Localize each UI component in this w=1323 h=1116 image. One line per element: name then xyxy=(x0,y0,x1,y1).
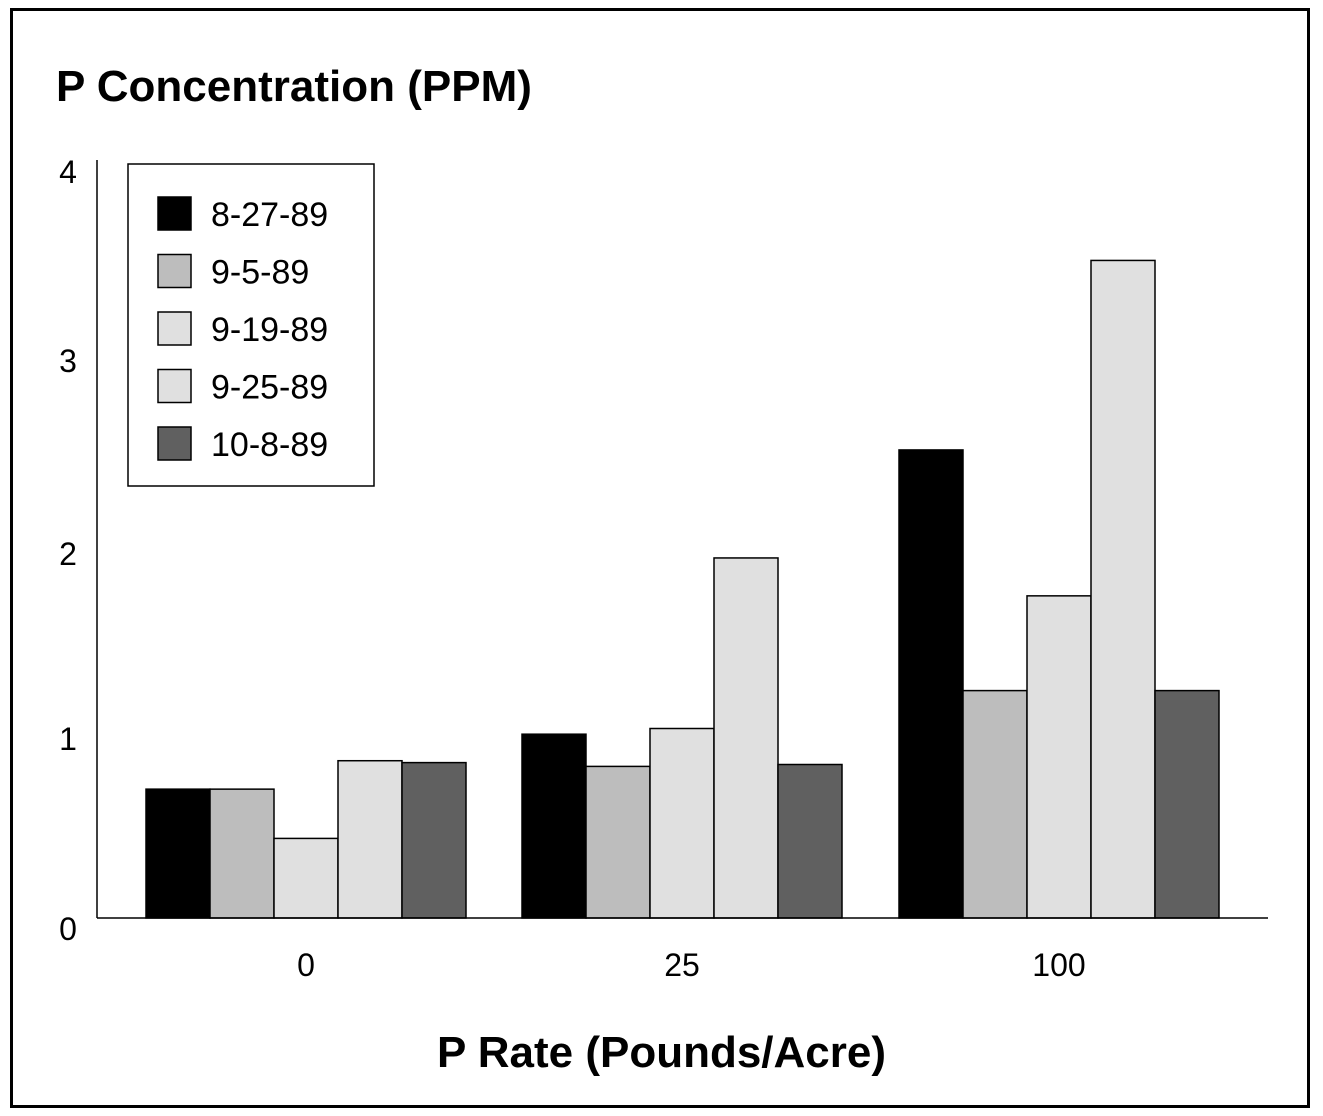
bar-9-19-89-0 xyxy=(273,837,339,919)
legend-group: 8-27-89 9-5-89 9-19-89 9-25-89 10-8-89 xyxy=(127,163,375,487)
legend-swatch xyxy=(157,253,192,289)
legend-swatch xyxy=(157,196,192,231)
bar-9-19-89-25 xyxy=(649,727,715,919)
legend-swatch xyxy=(157,311,192,346)
legend-label: 10-8-89 xyxy=(211,426,328,464)
ticks-group: 0 1 2 3 4 0 25 100 xyxy=(59,154,1086,983)
legend-label: 9-5-89 xyxy=(211,254,309,292)
bar-8-27-89-100 xyxy=(898,449,964,919)
bar-8-27-89-25 xyxy=(521,733,587,919)
bar-10-8-89-100 xyxy=(1154,689,1220,919)
bar-9-25-89-0 xyxy=(337,759,403,919)
y-tick-label: 2 xyxy=(59,536,77,572)
x-tick-label: 0 xyxy=(297,947,315,983)
bar-9-25-89-100 xyxy=(1090,259,1156,919)
x-axis-label: P Rate (Pounds/Acre) xyxy=(436,1028,887,1077)
legend-swatch xyxy=(157,368,192,404)
x-tick-label: 100 xyxy=(1032,947,1085,983)
bar-9-5-89-25 xyxy=(585,765,651,919)
bar-10-8-89-0 xyxy=(401,761,467,919)
bar-9-5-89-0 xyxy=(209,788,275,919)
axes-group xyxy=(96,160,1268,919)
bar-8-27-89-0 xyxy=(145,788,211,919)
bar-9-5-89-100 xyxy=(962,689,1028,919)
bar-10-8-89-25 xyxy=(777,763,843,919)
legend-label: 8-27-89 xyxy=(211,196,328,234)
y-tick-label: 3 xyxy=(59,343,77,379)
bars-group xyxy=(145,259,1220,919)
chart-title: P Concentration (PPM) xyxy=(56,62,532,111)
legend-label: 9-25-89 xyxy=(211,369,328,407)
bar-9-19-89-100 xyxy=(1026,595,1092,919)
y-tick-label: 1 xyxy=(59,721,77,757)
y-tick-label: 4 xyxy=(59,154,77,190)
legend-swatch xyxy=(157,426,192,461)
legend-label: 9-19-89 xyxy=(211,311,328,349)
y-tick-label: 0 xyxy=(59,911,77,947)
x-tick-label: 25 xyxy=(664,947,700,983)
bar-9-25-89-25 xyxy=(713,557,779,919)
